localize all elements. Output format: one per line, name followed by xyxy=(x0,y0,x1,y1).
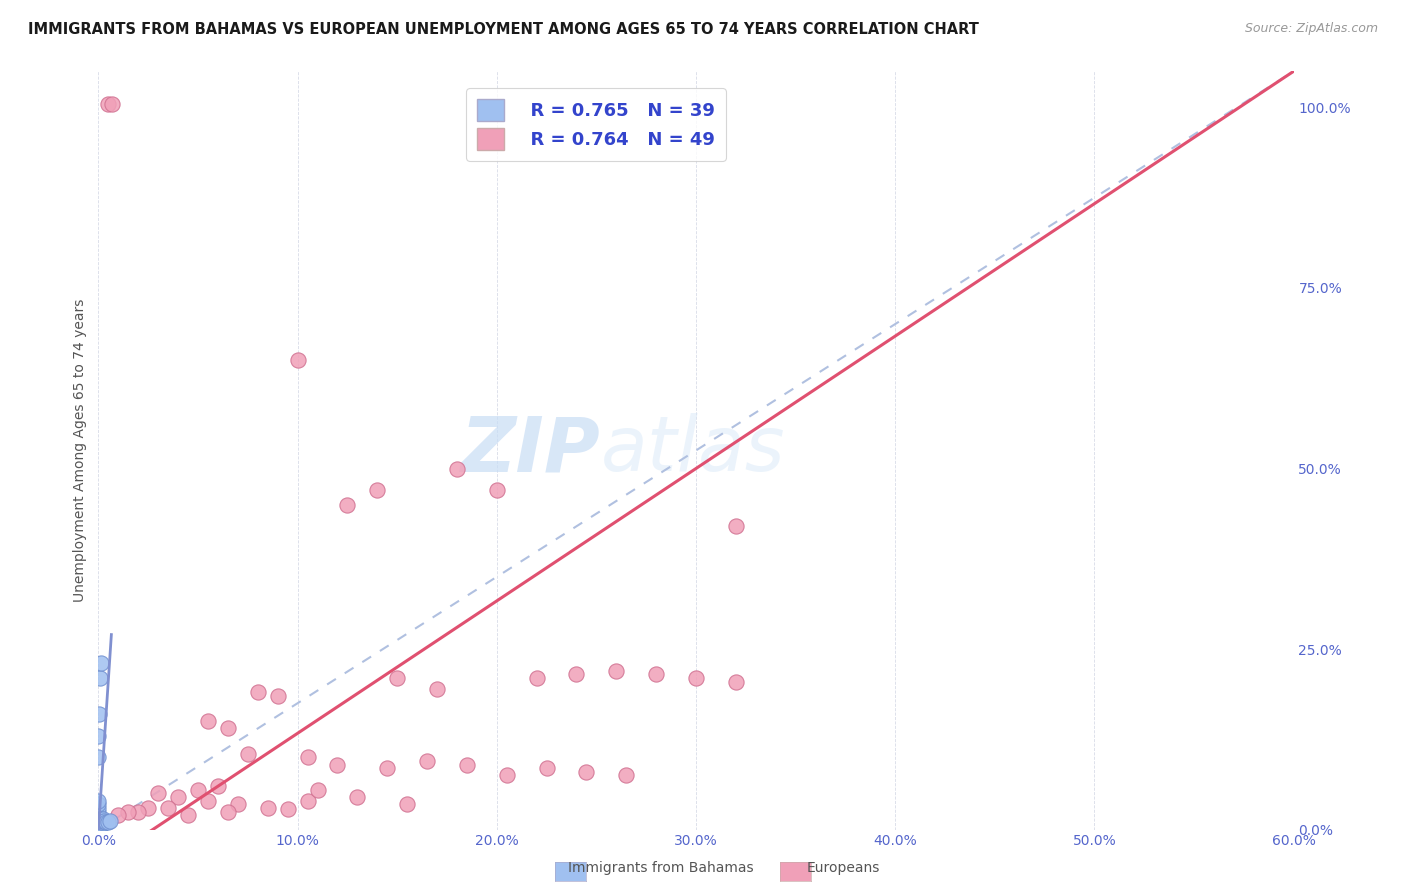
Point xyxy=(267,689,290,703)
Point xyxy=(197,794,219,808)
Point xyxy=(96,815,118,830)
Point xyxy=(446,461,468,475)
Point xyxy=(90,818,112,832)
Point xyxy=(87,729,110,743)
Point xyxy=(307,782,329,797)
Point xyxy=(87,815,110,830)
Point xyxy=(396,797,419,812)
Point xyxy=(89,814,111,828)
Point xyxy=(87,814,110,828)
Point xyxy=(87,819,110,833)
Point xyxy=(217,722,239,736)
Point xyxy=(346,790,368,805)
Point xyxy=(87,794,110,808)
Point xyxy=(456,757,478,772)
Point xyxy=(87,808,110,822)
Point xyxy=(495,768,517,782)
Point xyxy=(416,754,439,768)
Point xyxy=(87,801,110,815)
Point xyxy=(93,812,115,826)
Point xyxy=(89,820,111,834)
Point xyxy=(724,519,747,533)
Point xyxy=(91,815,114,830)
Point xyxy=(375,761,398,775)
Point xyxy=(575,764,598,779)
Point xyxy=(148,787,170,801)
Point xyxy=(90,657,112,671)
Point xyxy=(89,816,111,830)
Point xyxy=(336,498,359,512)
Point xyxy=(187,782,209,797)
Point xyxy=(87,817,110,831)
Point xyxy=(127,805,149,819)
Point xyxy=(87,820,110,834)
Point xyxy=(614,768,637,782)
Point xyxy=(101,96,124,111)
Y-axis label: Unemployment Among Ages 65 to 74 years: Unemployment Among Ages 65 to 74 years xyxy=(73,299,87,602)
Point xyxy=(157,801,180,815)
Point xyxy=(117,805,139,819)
Point xyxy=(87,750,110,764)
Point xyxy=(89,817,111,831)
Point xyxy=(526,671,548,685)
Point xyxy=(91,812,114,826)
Point xyxy=(98,814,122,828)
Point xyxy=(90,817,112,831)
Point xyxy=(426,681,449,696)
Legend:   R = 0.765   N = 39,   R = 0.764   N = 49: R = 0.765 N = 39, R = 0.764 N = 49 xyxy=(465,88,725,161)
Point xyxy=(136,801,159,815)
Point xyxy=(246,685,269,699)
Point xyxy=(87,805,110,819)
Point xyxy=(366,483,388,498)
Text: atlas: atlas xyxy=(600,414,785,487)
Point xyxy=(565,667,588,681)
Point xyxy=(236,747,259,761)
Point xyxy=(107,808,129,822)
Point xyxy=(87,821,110,835)
Point xyxy=(297,794,319,808)
Point xyxy=(385,671,409,685)
Point xyxy=(326,757,349,772)
Point xyxy=(89,671,111,685)
Point xyxy=(89,818,111,832)
Text: Immigrants from Bahamas: Immigrants from Bahamas xyxy=(568,862,754,875)
Text: ZIP: ZIP xyxy=(461,414,600,487)
Point xyxy=(217,805,239,819)
Point xyxy=(645,667,668,681)
Point xyxy=(87,818,110,832)
Point xyxy=(90,815,112,830)
Point xyxy=(177,808,200,822)
Point xyxy=(87,812,110,826)
Point xyxy=(485,483,508,498)
Point xyxy=(87,821,110,835)
Point xyxy=(605,664,627,678)
Point xyxy=(197,714,219,729)
Point xyxy=(724,674,747,689)
Text: Europeans: Europeans xyxy=(807,862,880,875)
Point xyxy=(97,96,120,111)
Point xyxy=(226,797,249,812)
Point xyxy=(297,750,319,764)
Point xyxy=(87,797,110,812)
Point xyxy=(89,706,111,721)
Point xyxy=(287,353,309,368)
Point xyxy=(97,815,120,830)
Point xyxy=(207,779,229,793)
Text: IMMIGRANTS FROM BAHAMAS VS EUROPEAN UNEMPLOYMENT AMONG AGES 65 TO 74 YEARS CORRE: IMMIGRANTS FROM BAHAMAS VS EUROPEAN UNEM… xyxy=(28,22,979,37)
Point xyxy=(93,814,115,828)
Point xyxy=(277,802,299,816)
Point xyxy=(536,761,558,775)
Point xyxy=(90,813,112,827)
Point xyxy=(89,817,111,831)
Text: Source: ZipAtlas.com: Source: ZipAtlas.com xyxy=(1244,22,1378,36)
Point xyxy=(89,815,111,830)
Point xyxy=(256,801,278,815)
Point xyxy=(87,819,110,833)
Point xyxy=(685,671,707,685)
Point xyxy=(91,814,114,828)
Point xyxy=(167,790,190,805)
